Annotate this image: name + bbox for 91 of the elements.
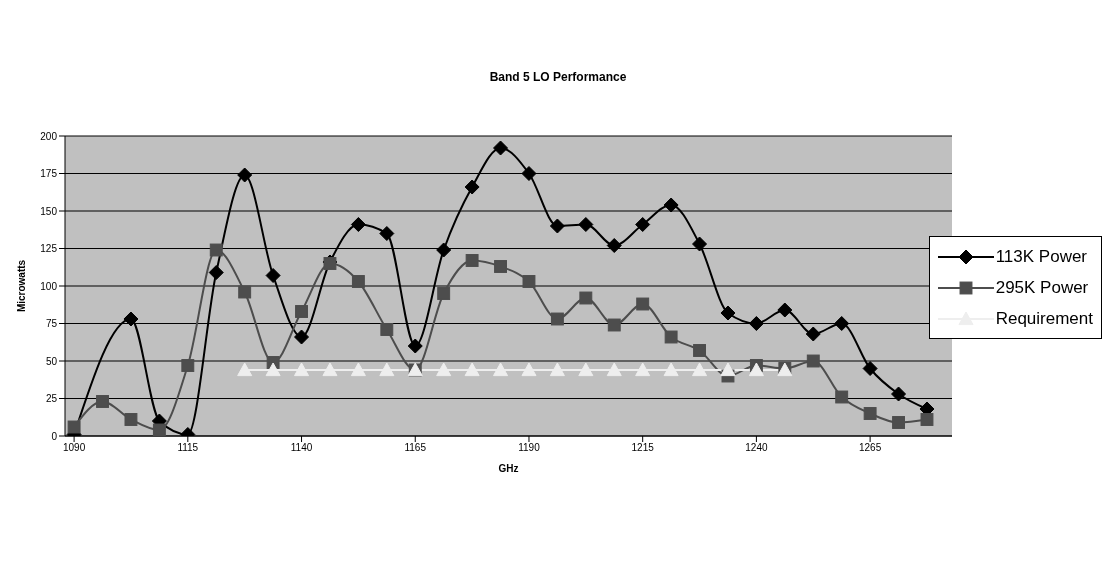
- point: [521, 166, 537, 181]
- point: [237, 167, 253, 183]
- point: [606, 238, 622, 253]
- legend-label: Requirement: [995, 308, 1093, 329]
- chart-title: Band 5 LO Performance: [488, 70, 628, 84]
- point: [777, 302, 793, 318]
- point: [379, 362, 395, 377]
- point: [692, 236, 708, 252]
- y-tick-label: 175: [40, 168, 58, 180]
- point: [493, 140, 509, 156]
- point: [351, 275, 365, 288]
- point: [380, 323, 394, 336]
- point: [124, 413, 138, 426]
- point: [350, 362, 366, 377]
- point: [663, 362, 679, 377]
- point: [635, 362, 651, 377]
- point: [238, 285, 252, 299]
- point: [635, 217, 651, 232]
- point: [693, 344, 706, 357]
- legend-label: 295K Power: [995, 277, 1089, 298]
- x-tick-label: 1140: [290, 442, 313, 454]
- x-tick-label: 1215: [631, 442, 655, 454]
- x-tick-label: 1190: [518, 442, 541, 454]
- point: [549, 362, 565, 377]
- point: [549, 218, 565, 234]
- point: [578, 217, 594, 232]
- point: [437, 287, 451, 300]
- y-tick-label: 0: [51, 430, 58, 442]
- point: [237, 362, 253, 377]
- point: [123, 311, 139, 327]
- point: [835, 390, 849, 404]
- point: [522, 275, 536, 288]
- point: [805, 326, 821, 342]
- point: [67, 420, 81, 434]
- point: [606, 362, 622, 377]
- point: [578, 362, 594, 377]
- x-tick-label: 1090: [62, 442, 86, 454]
- point: [663, 197, 679, 213]
- point: [720, 362, 736, 377]
- point: [436, 362, 452, 377]
- point: [350, 217, 366, 232]
- point: [96, 395, 109, 408]
- point: [295, 305, 308, 318]
- x-tick-label: 1265: [859, 442, 882, 454]
- x-tick-label: 1115: [177, 442, 199, 454]
- point: [181, 359, 195, 372]
- point: [265, 362, 281, 377]
- y-tick-label: 125: [40, 243, 58, 255]
- point: [636, 297, 650, 311]
- point: [834, 316, 850, 331]
- point: [208, 265, 224, 280]
- y-tick-label: 50: [45, 355, 58, 367]
- point: [863, 407, 877, 420]
- y-tick-label: 150: [40, 205, 58, 217]
- point: [294, 329, 310, 345]
- point: [720, 305, 736, 321]
- point: [464, 179, 480, 195]
- point: [407, 338, 423, 354]
- point: [494, 260, 507, 273]
- y-tick-label: 25: [45, 393, 58, 405]
- y-tick-label: 100: [40, 280, 58, 292]
- point: [862, 361, 878, 376]
- point: [464, 362, 480, 377]
- y-tick-label: 75: [45, 318, 58, 330]
- point: [664, 330, 678, 344]
- point: [748, 316, 764, 331]
- point: [465, 254, 479, 267]
- point: [892, 416, 905, 429]
- point: [748, 362, 764, 377]
- point: [322, 362, 338, 377]
- point: [294, 362, 310, 377]
- point: [806, 354, 820, 368]
- point: [891, 386, 907, 402]
- point: [265, 268, 281, 283]
- x-tick-label: 1240: [745, 442, 768, 454]
- x-axis-title: GHz: [498, 463, 519, 474]
- point: [920, 413, 934, 426]
- y-tick-label: 200: [40, 130, 58, 142]
- point: [550, 312, 564, 326]
- point: [692, 362, 708, 377]
- point: [607, 318, 621, 332]
- point: [436, 242, 452, 258]
- point: [209, 243, 223, 257]
- point: [152, 423, 166, 436]
- point: [493, 362, 509, 377]
- legend-label: 113K Power: [995, 246, 1088, 267]
- point: [379, 226, 395, 241]
- x-tick-label: 1165: [404, 442, 427, 454]
- y-axis-title: Microwatts: [15, 259, 27, 313]
- point: [579, 291, 593, 305]
- point: [521, 362, 537, 377]
